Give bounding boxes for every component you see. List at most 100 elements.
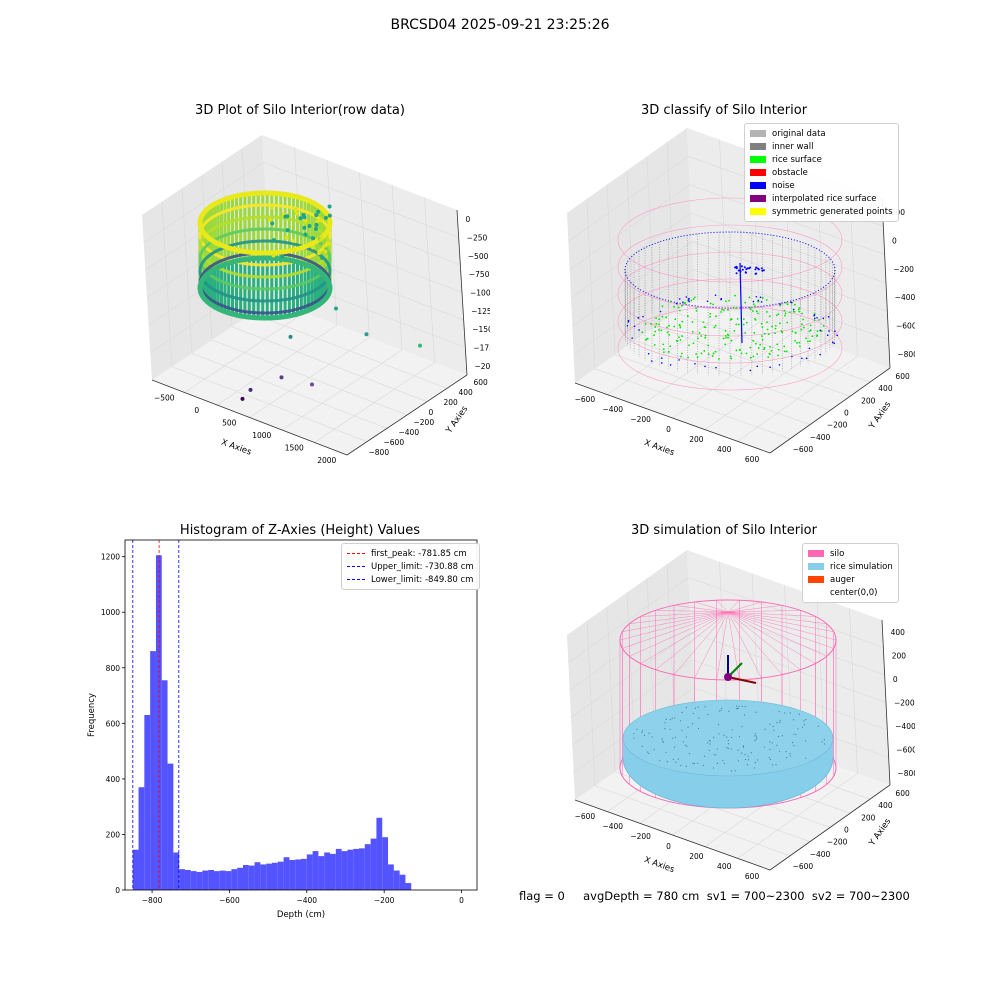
rice-surface-point bbox=[763, 332, 766, 335]
x-tick-label: 200 bbox=[689, 852, 704, 861]
rice-mesh-point bbox=[642, 730, 644, 732]
rice-mesh-point bbox=[736, 705, 738, 707]
rice-surface-point bbox=[816, 330, 819, 333]
silo-roof-line bbox=[694, 601, 729, 613]
interior-point bbox=[321, 244, 326, 249]
rice-surface-point bbox=[801, 312, 804, 315]
rice-surface-point bbox=[653, 344, 656, 346]
noise-column bbox=[739, 262, 743, 344]
histogram-bar bbox=[208, 870, 214, 890]
z-tick-label: −800 bbox=[897, 769, 915, 778]
rice-mesh-point bbox=[726, 747, 728, 749]
rice-surface-point bbox=[681, 352, 683, 355]
rice-surface-point bbox=[749, 346, 752, 349]
rice-surface-point bbox=[788, 311, 791, 314]
rice-mesh-point bbox=[693, 762, 696, 765]
rice-surface-point bbox=[726, 333, 729, 336]
rice-surface-point bbox=[768, 352, 771, 355]
rice-mesh-point bbox=[727, 739, 729, 742]
rice-surface-point bbox=[791, 330, 794, 333]
interior-point bbox=[327, 213, 332, 218]
y-tick-label: 1200 bbox=[101, 553, 120, 562]
rice-mesh-point bbox=[682, 741, 684, 743]
x-axis-line bbox=[574, 799, 771, 871]
rice-mesh-point bbox=[718, 733, 720, 735]
rice-mesh-point bbox=[641, 731, 643, 734]
rice-surface-point bbox=[662, 343, 665, 346]
rice-mesh-point bbox=[777, 735, 780, 738]
rice-mesh-point bbox=[737, 760, 740, 762]
legend-label: noise bbox=[772, 180, 795, 191]
rice-surface-point bbox=[645, 338, 648, 341]
rice-mesh-point bbox=[821, 741, 823, 743]
rice-mesh-point bbox=[805, 757, 807, 759]
rice-surface-point bbox=[808, 330, 811, 333]
noise-point bbox=[792, 308, 795, 311]
silo-roof-line bbox=[673, 611, 729, 675]
legend-line bbox=[347, 553, 365, 554]
interior-point bbox=[294, 211, 299, 216]
rice-mesh-point bbox=[803, 720, 805, 722]
x-tick-label: −200 bbox=[630, 415, 651, 424]
rice-mesh-point bbox=[775, 764, 777, 766]
histogram-bar bbox=[248, 865, 255, 890]
rice-mesh-point bbox=[720, 709, 722, 711]
x-tick-label: −800 bbox=[142, 896, 163, 905]
rice-surface-point bbox=[768, 315, 771, 318]
rice-surface-point bbox=[729, 355, 732, 358]
rice-surface-point bbox=[742, 323, 745, 326]
x-axis-label: X Axies bbox=[643, 855, 676, 875]
histogram-bar bbox=[167, 763, 174, 890]
x-tick-label: 600 bbox=[745, 455, 760, 464]
interior-point bbox=[323, 249, 328, 254]
legend-swatch bbox=[808, 576, 824, 583]
rice-mesh-point bbox=[633, 733, 635, 735]
rice-surface-point bbox=[727, 336, 729, 339]
rice-surface-point bbox=[697, 337, 699, 340]
rice-surface-point bbox=[749, 308, 752, 311]
x-tick-label: 0 bbox=[194, 406, 199, 415]
rice-mesh-point bbox=[673, 746, 676, 748]
rice-surface-point bbox=[770, 349, 773, 352]
noise-point bbox=[760, 267, 763, 270]
y-tick-label: −200 bbox=[414, 418, 435, 427]
noise-point bbox=[704, 365, 706, 368]
rice-surface-point bbox=[748, 296, 751, 299]
rice-surface-point bbox=[794, 339, 796, 342]
rice-surface-point bbox=[755, 310, 758, 313]
legend-label: inner wall bbox=[772, 141, 814, 152]
noise-point bbox=[740, 265, 743, 268]
rice-surface-point bbox=[650, 323, 652, 325]
noise-point bbox=[833, 342, 836, 345]
noise-point bbox=[627, 320, 630, 323]
rice-mesh-point bbox=[715, 754, 717, 756]
rice-mesh-point bbox=[727, 747, 729, 749]
silo-roof-line bbox=[727, 601, 762, 613]
rice-surface-point bbox=[658, 323, 660, 326]
rice-mesh-point bbox=[769, 758, 771, 761]
histogram-bar bbox=[196, 871, 203, 890]
silo-roof-line bbox=[640, 611, 729, 617]
rice-surface-point bbox=[661, 315, 664, 318]
z-axis-line bbox=[456, 209, 468, 376]
rice-mesh-point bbox=[754, 761, 756, 764]
x-tick-label: 500 bbox=[222, 418, 237, 427]
interior-point bbox=[316, 209, 321, 214]
y-tick-label: 0 bbox=[115, 886, 120, 895]
rice-mesh-point bbox=[694, 707, 696, 709]
outlier-point bbox=[364, 332, 369, 337]
rice-surface-point bbox=[800, 328, 803, 331]
histogram-bar bbox=[179, 869, 185, 890]
noise-point bbox=[826, 334, 829, 337]
y-axis-line bbox=[769, 784, 891, 871]
rice-surface-point bbox=[780, 329, 783, 332]
noise-ring bbox=[624, 231, 836, 309]
rice-surface-point bbox=[678, 336, 680, 339]
rice-mesh-point bbox=[720, 707, 723, 710]
rice-mesh-point bbox=[643, 734, 646, 736]
noise-point bbox=[682, 301, 684, 303]
rice-surface-point bbox=[695, 307, 697, 310]
noise-point bbox=[739, 270, 742, 273]
interior-point bbox=[317, 251, 322, 256]
noise-point bbox=[813, 314, 815, 317]
